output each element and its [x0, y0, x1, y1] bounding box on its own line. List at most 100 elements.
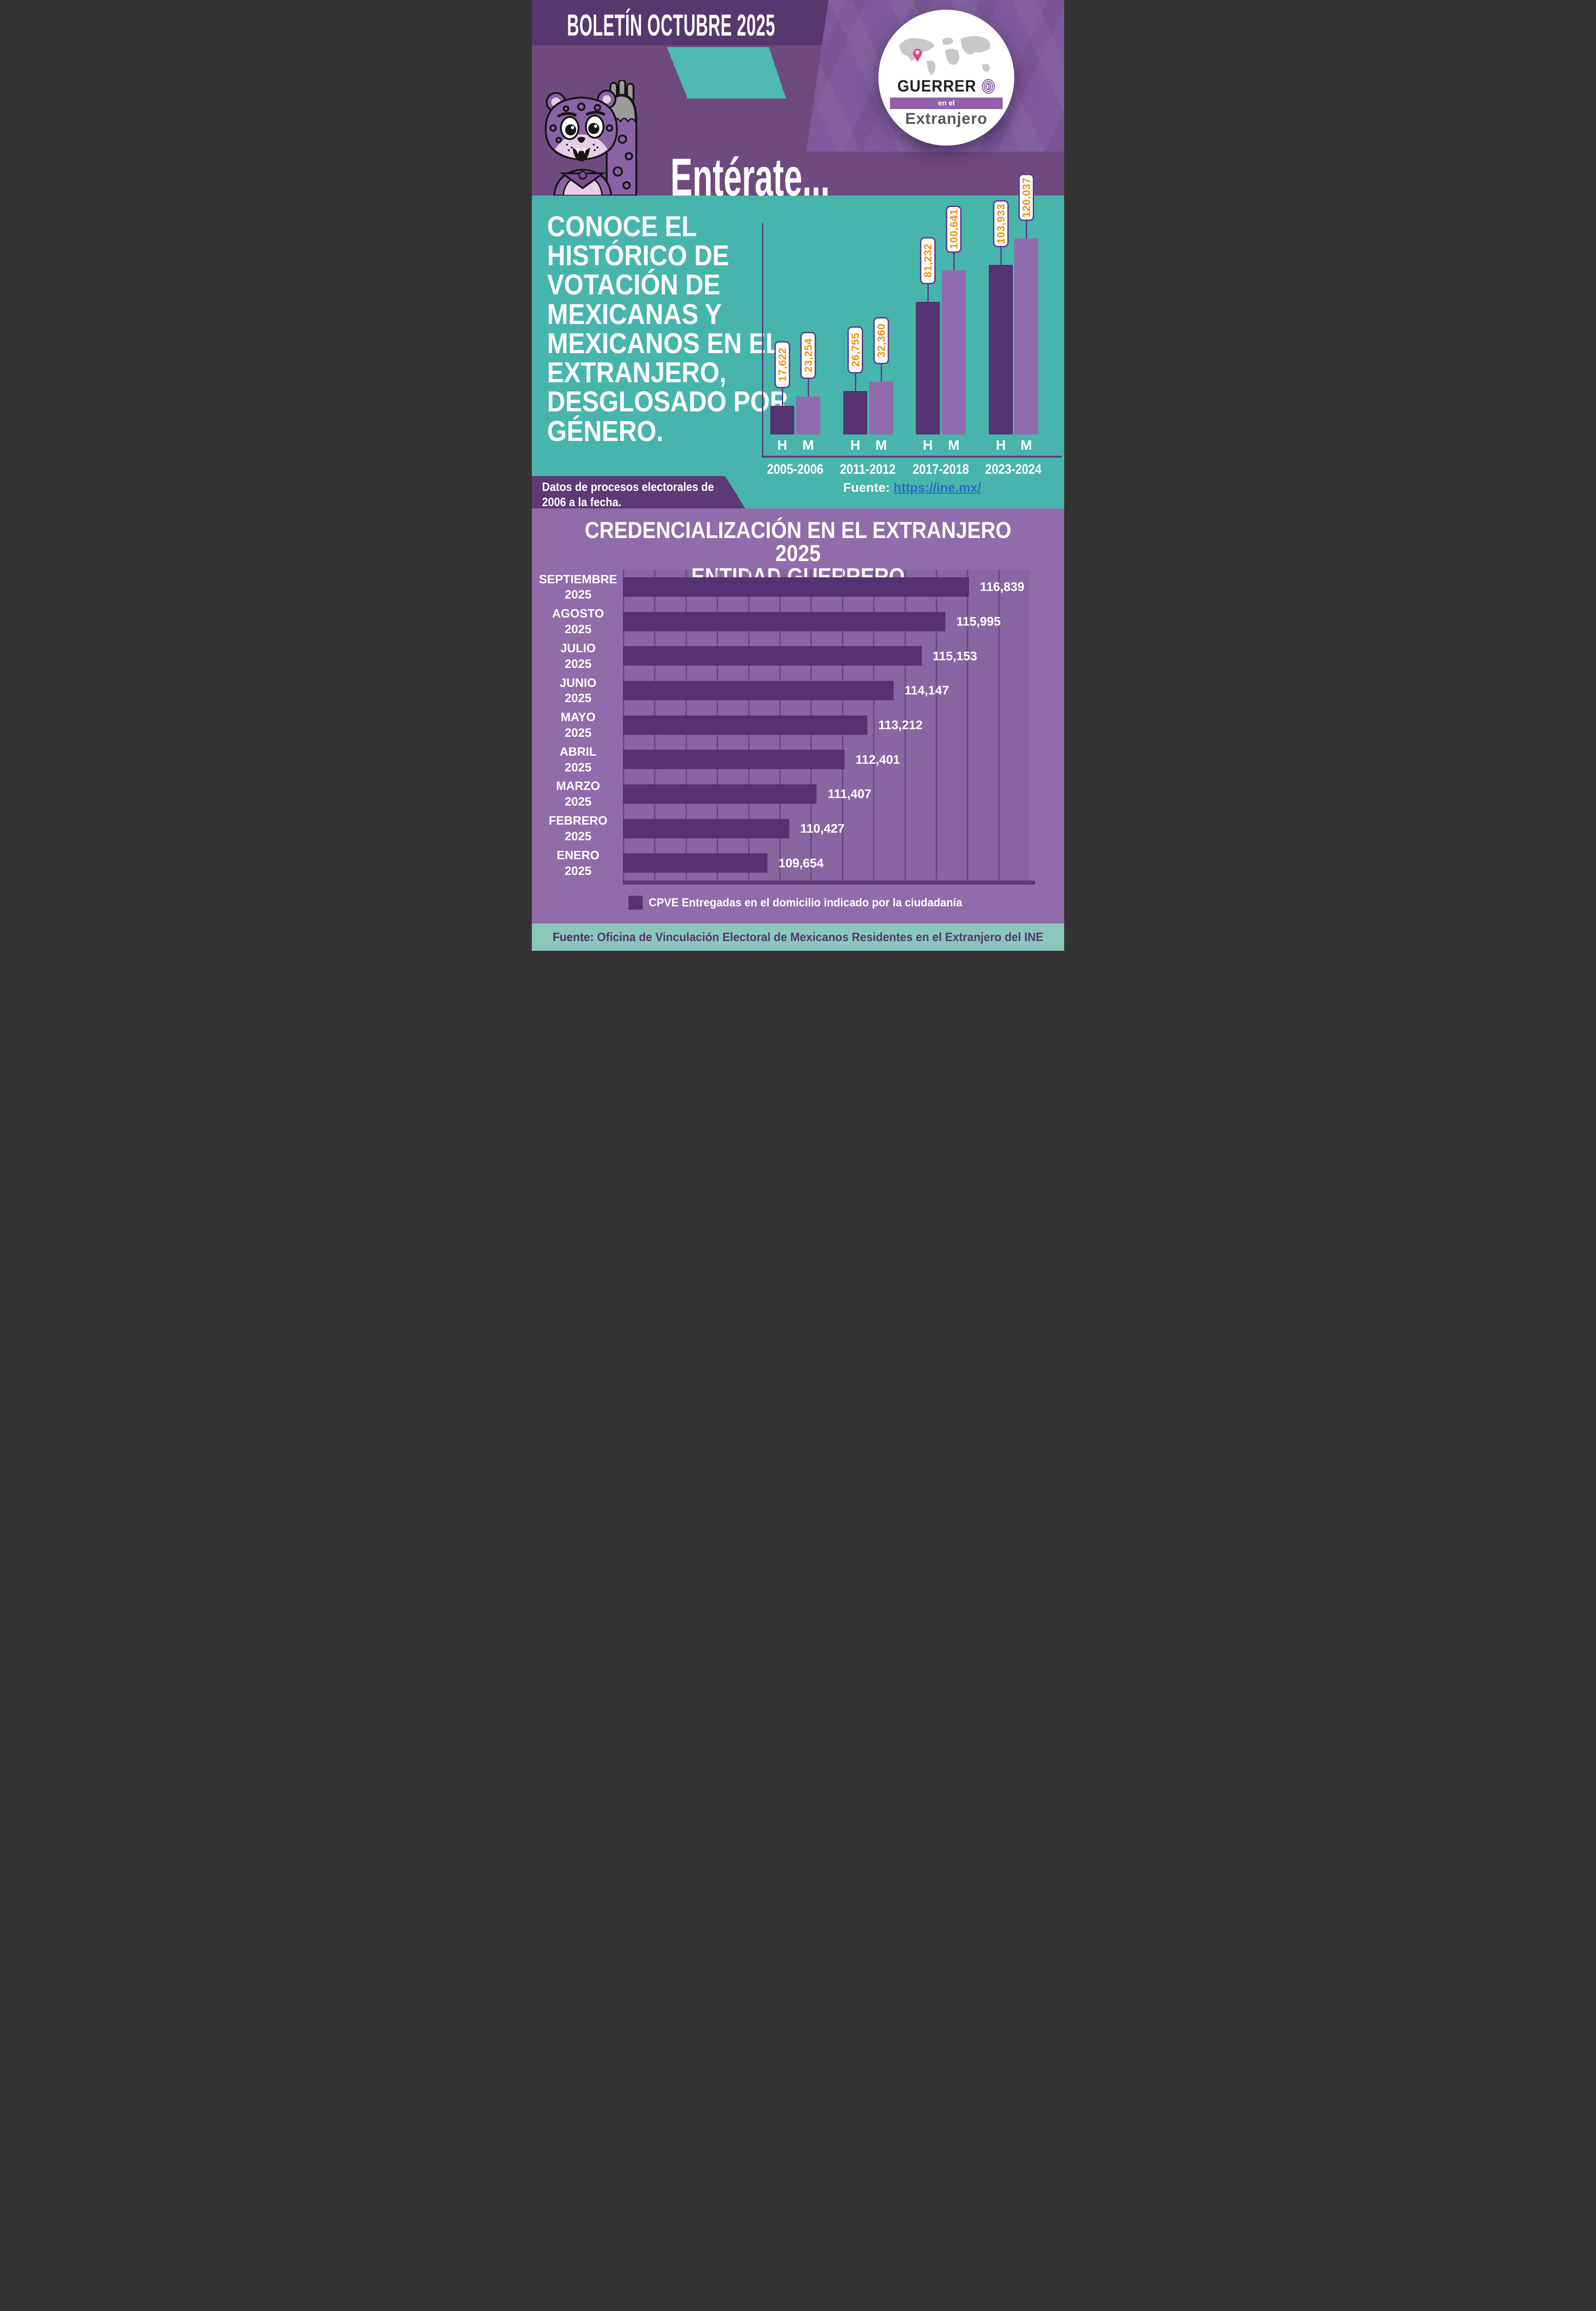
bar	[623, 611, 945, 631]
chart2-category-axis: SEPTIEMBRE 2025 AGOSTO 2025 JULIO 2025 JUNI…	[538, 570, 618, 880]
value-callout: 100,641	[946, 205, 962, 253]
bar	[623, 819, 789, 838]
bar	[623, 646, 922, 666]
chart1-category-2011: 2011-2012	[840, 462, 896, 477]
chart1-bar-2011-h: 26,755	[843, 326, 867, 434]
bar-value: 116,839	[980, 580, 1024, 594]
credencializacion-section: CREDENCIALIZACIÓN EN EL EXTRANJERO 2025 …	[532, 508, 1064, 923]
logo-en-el-band: en el	[890, 98, 1003, 109]
ine-link[interactable]: https://ine.mx/	[893, 480, 981, 495]
chart1-tick-m: M	[875, 438, 887, 453]
chart1-tick-m: M	[802, 438, 814, 453]
chart1-bar-2005-m: 23,254	[796, 331, 820, 434]
bar-row-agosto: 115,995	[623, 605, 1029, 639]
chart1-bar-2023-m: 120,037	[1014, 174, 1038, 434]
callout-connector	[854, 373, 856, 391]
chart2-title: CREDENCIALIZACIÓN EN EL EXTRANJERO 2025 …	[585, 517, 1011, 588]
category-label: ABRIL 2025	[560, 744, 597, 774]
chart1-bar-2011-m: 32,360	[869, 317, 893, 434]
value-callout: 81,232	[920, 237, 936, 285]
category-label: FEBRERO 2025	[548, 813, 608, 843]
intro-text: CONOCE EL HISTÓRICO DE VOTACIÓN DE MEXIC…	[547, 211, 788, 447]
location-pin-icon	[913, 49, 922, 62]
value-callout: 26,755	[847, 326, 863, 373]
guerrero-logo: GUERRER en el Extranjero	[878, 10, 1014, 146]
bar	[623, 750, 845, 770]
bar	[623, 784, 817, 804]
logo-extranjero-text: Extranjero	[905, 110, 988, 128]
chart1-tick-h: H	[777, 438, 787, 453]
teal-accent-shape	[667, 47, 786, 98]
footer-source-label: Fuente:	[553, 930, 594, 944]
bar-value: 115,995	[956, 614, 1001, 629]
bulletin-title: BOLETÍN OCTUBRE 2025	[567, 8, 775, 42]
world-map	[899, 36, 990, 76]
bar-row-mayo: 113,212	[623, 708, 1029, 743]
chart1-tick-h: H	[996, 438, 1006, 453]
callout-connector	[1025, 221, 1027, 238]
bar-value: 115,153	[932, 649, 977, 663]
chart1-bar-2017-m: 100,641	[942, 205, 966, 434]
bar-value: 112,401	[855, 752, 900, 767]
value-callout: 103,933	[993, 200, 1009, 247]
bar-value: 113,212	[878, 718, 923, 732]
category-label: JUNIO 2025	[560, 675, 597, 705]
chart1-bar-2023-h: 103,933	[989, 200, 1013, 434]
chart1-category-2023: 2023-2024	[985, 462, 1042, 477]
logo-guerrero-text: GUERRER	[897, 77, 977, 95]
datos-note-box: Datos de procesos electorales de 2006 a …	[532, 476, 745, 508]
bar-value: 109,654	[778, 856, 824, 870]
historic-vote-section: CONOCE EL HISTÓRICO DE VOTACIÓN DE MEXIC…	[532, 174, 1064, 508]
chart2-x-axis	[623, 880, 1035, 885]
fingerprint-icon	[982, 79, 995, 94]
chart1-tick-h: H	[850, 438, 860, 453]
value-callout: 17,622	[774, 341, 790, 388]
bar-row-marzo: 111,407	[623, 777, 1029, 812]
chart1-x-axis	[761, 456, 1062, 458]
bar-row-abril: 112,401	[623, 742, 1029, 777]
chart1-category-2017: 2017-2018	[913, 462, 969, 477]
category-label: AGOSTO 2025	[552, 606, 604, 636]
chart1-bar-2005-h: 17,622	[770, 341, 794, 434]
source-label: Fuente:	[843, 480, 890, 495]
bar-row-febrero: 110,427	[623, 812, 1029, 846]
footer-source-text: Oficina de Vinculación Electoral de Mexi…	[594, 930, 1043, 944]
bar-row-septiembre: 116,839	[623, 570, 1029, 605]
bar-row-julio: 115,153	[623, 639, 1029, 673]
legend-label: CPVE Entregadas en el domicilio indicado…	[649, 896, 962, 909]
bar	[623, 680, 894, 700]
bar	[623, 715, 867, 735]
bar	[623, 853, 768, 873]
chart1-y-axis	[762, 223, 763, 457]
chart1-bar-2017-h: 81,232	[916, 237, 940, 434]
infographic-page: BOLETÍN OCTUBRE 2025 GUERRER	[532, 0, 1064, 951]
logo-en-el-text: en el	[938, 99, 955, 107]
chart2-legend: CPVE Entregadas en el domicilio indicado…	[628, 896, 979, 910]
callout-connector	[807, 379, 809, 397]
value-callout: 120,037	[1018, 174, 1034, 221]
chart1-source: Fuente: https://ine.mx/	[762, 480, 1062, 495]
bar-value: 110,427	[800, 821, 845, 836]
chart2-bars: 116,839 115,995 115,153 114,147 113,212 …	[623, 570, 1029, 880]
enterate-heading: Entérate...	[670, 148, 830, 207]
category-label: SEPTIEMBRE 2025	[539, 572, 617, 602]
chart1-category-2005: 2005-2006	[767, 462, 823, 477]
category-label: MAYO 2025	[560, 710, 596, 740]
category-label: ENERO 2025	[556, 848, 600, 878]
callout-connector	[927, 284, 929, 302]
category-label: MARZO 2025	[556, 779, 600, 809]
bar	[623, 577, 969, 597]
chart1-tick-h: H	[923, 438, 933, 453]
bar-value: 114,147	[904, 683, 949, 697]
logo-wordmark: GUERRER	[897, 77, 995, 96]
chart1-tick-m: M	[948, 438, 960, 453]
value-callout: 23,254	[800, 331, 816, 379]
bar-row-enero: 109,654	[623, 846, 1029, 880]
callout-connector	[880, 364, 882, 382]
footer: Fuente: Oficina de Vinculación Electoral…	[532, 923, 1064, 951]
chart1-tick-m: M	[1020, 438, 1032, 453]
callout-connector	[1000, 247, 1002, 265]
legend-swatch	[628, 896, 643, 910]
callout-connector	[953, 252, 955, 270]
callout-connector	[781, 388, 783, 406]
